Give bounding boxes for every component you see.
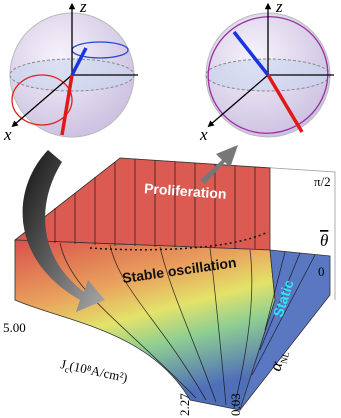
tick-label: 0 (318, 264, 325, 279)
axis-label: x (199, 125, 208, 144)
axis-label: Jc(10⁸A/cm²) (59, 356, 129, 387)
region-label: Proliferation (144, 180, 227, 202)
tick-label: 5.00 (3, 320, 26, 335)
axis-label: θ (320, 231, 328, 250)
bloch-sphere-right: z x (199, 0, 334, 144)
axis-label: x (3, 125, 12, 144)
bloch-sphere-left: z x (3, 0, 138, 144)
tick-label: 2.27 (177, 393, 192, 416)
axis-label: αNL (266, 348, 292, 374)
tick-label: 0.03 (228, 393, 243, 416)
axis-label: z (79, 0, 87, 16)
transition-arrow (200, 145, 238, 184)
axis-label: z (275, 0, 283, 16)
tick-label: π/2 (314, 174, 331, 189)
transition-arrow (22, 150, 105, 312)
